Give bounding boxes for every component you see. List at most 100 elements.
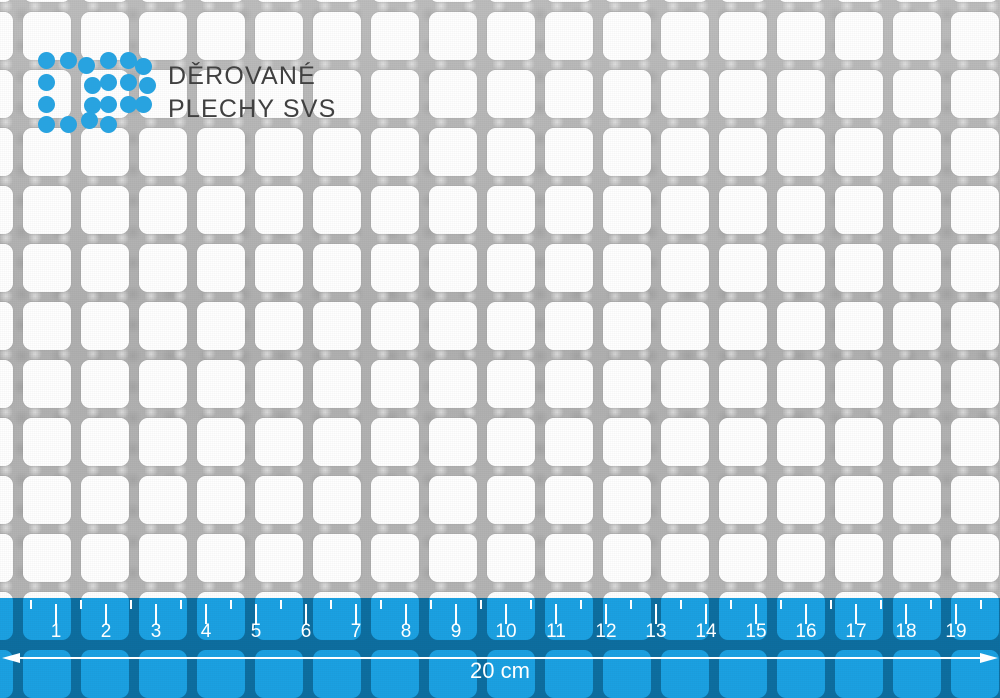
- perforation-hole: [0, 244, 13, 292]
- ruler-tick-minor: [630, 600, 632, 609]
- perforation-hole: [139, 128, 187, 176]
- perforation-hole: [23, 302, 71, 350]
- perforation-hole: [719, 186, 767, 234]
- perforation-hole: [719, 0, 767, 2]
- ruler-tick-label: 17: [845, 621, 867, 642]
- ruler-perforation-hole: [0, 650, 13, 698]
- ruler-tick-major: [605, 604, 607, 624]
- ruler-perforation-hole: [371, 598, 419, 640]
- perforation-hole: [487, 534, 535, 582]
- ruler-tick-major: [155, 604, 157, 624]
- brand-logo: DĚROVANÉ PLECHY SVS: [38, 52, 337, 134]
- perforation-hole: [835, 360, 883, 408]
- perforation-hole: [313, 534, 361, 582]
- perforation-hole: [139, 418, 187, 466]
- perforation-hole: [951, 534, 999, 582]
- perforation-hole: [777, 12, 825, 60]
- ruler-tick-minor: [530, 600, 532, 609]
- perforation-hole: [0, 70, 13, 118]
- ruler-tick-minor: [430, 600, 432, 609]
- perforation-hole: [951, 128, 999, 176]
- perforation-hole: [777, 476, 825, 524]
- perforation-hole: [0, 360, 13, 408]
- perforation-hole: [545, 12, 593, 60]
- ruler-tick-major: [405, 604, 407, 624]
- logo-dot: [60, 116, 77, 133]
- perforation-hole: [23, 128, 71, 176]
- perforation-hole: [23, 186, 71, 234]
- perforation-hole: [313, 418, 361, 466]
- perforation-hole: [719, 418, 767, 466]
- perforation-hole: [429, 418, 477, 466]
- perforation-hole: [197, 12, 245, 60]
- ruler-tick-major: [855, 604, 857, 624]
- ruler-tick-minor: [880, 600, 882, 609]
- ruler-tick-label: 16: [795, 621, 817, 642]
- perforation-hole: [81, 128, 129, 176]
- ruler-tick-major: [55, 604, 57, 624]
- perforation-hole: [661, 534, 709, 582]
- perforation-hole: [719, 12, 767, 60]
- perforation-hole: [951, 12, 999, 60]
- perforation-hole: [719, 244, 767, 292]
- perforation-hole: [429, 128, 477, 176]
- ruler-tick-label: 11: [546, 621, 566, 642]
- perforation-hole: [661, 70, 709, 118]
- perforation-hole: [719, 70, 767, 118]
- perforation-hole: [81, 0, 129, 2]
- ruler-tick-major: [555, 604, 557, 624]
- ruler-tick-label: 9: [450, 621, 462, 642]
- perforation-hole: [313, 186, 361, 234]
- perforation-hole: [487, 418, 535, 466]
- perforation-hole: [255, 128, 303, 176]
- logo-dot: [135, 96, 152, 113]
- logo-dot: [100, 116, 117, 133]
- ruler-perforation-hole: [777, 598, 825, 640]
- logo-dot: [38, 96, 55, 113]
- perforation-hole: [835, 476, 883, 524]
- perforation-hole: [429, 70, 477, 118]
- perforation-hole: [603, 12, 651, 60]
- ruler-tick-minor: [830, 600, 832, 609]
- perforation-hole: [545, 418, 593, 466]
- perforation-hole: [23, 418, 71, 466]
- ruler-perforation-hole: [487, 598, 535, 640]
- perforation-hole: [487, 476, 535, 524]
- perforation-hole: [661, 418, 709, 466]
- ruler-tick-label: 13: [645, 621, 667, 642]
- perforation-hole: [313, 302, 361, 350]
- perforation-hole: [545, 244, 593, 292]
- ruler-tick-major: [705, 604, 707, 624]
- perforation-hole: [777, 418, 825, 466]
- ruler-tick-minor: [280, 600, 282, 609]
- perforation-hole: [23, 476, 71, 524]
- perforation-hole: [603, 128, 651, 176]
- perforation-hole: [719, 302, 767, 350]
- logo-dot: [78, 57, 95, 74]
- perforation-hole: [603, 534, 651, 582]
- perforation-hole: [951, 0, 999, 2]
- perforation-hole: [139, 360, 187, 408]
- perforation-hole: [893, 186, 941, 234]
- perforation-hole: [661, 244, 709, 292]
- scale-ruler: 1 2 3 4 5 6 7 8 9 10 11 12 13 14 15 16 17 18 19 20 cm: [0, 598, 1000, 698]
- perforation-hole: [893, 418, 941, 466]
- perforation-hole: [313, 12, 361, 60]
- logo-dot: [135, 58, 152, 75]
- perforation-hole: [197, 476, 245, 524]
- ruler-perforation-hole: [603, 598, 651, 640]
- ruler-tick-major: [455, 604, 457, 624]
- perforation-hole: [139, 12, 187, 60]
- perforation-hole: [545, 128, 593, 176]
- ruler-perforation-hole: [893, 598, 941, 640]
- ruler-tick-minor: [580, 600, 582, 609]
- perforation-hole: [429, 244, 477, 292]
- perforation-hole: [81, 360, 129, 408]
- ruler-tick-minor: [780, 600, 782, 609]
- perforation-hole: [951, 186, 999, 234]
- perforation-hole: [893, 302, 941, 350]
- ruler-tick-label: 5: [250, 621, 262, 642]
- ruler-tick-minor: [930, 600, 932, 609]
- perforation-hole: [23, 360, 71, 408]
- perforation-hole: [197, 0, 245, 2]
